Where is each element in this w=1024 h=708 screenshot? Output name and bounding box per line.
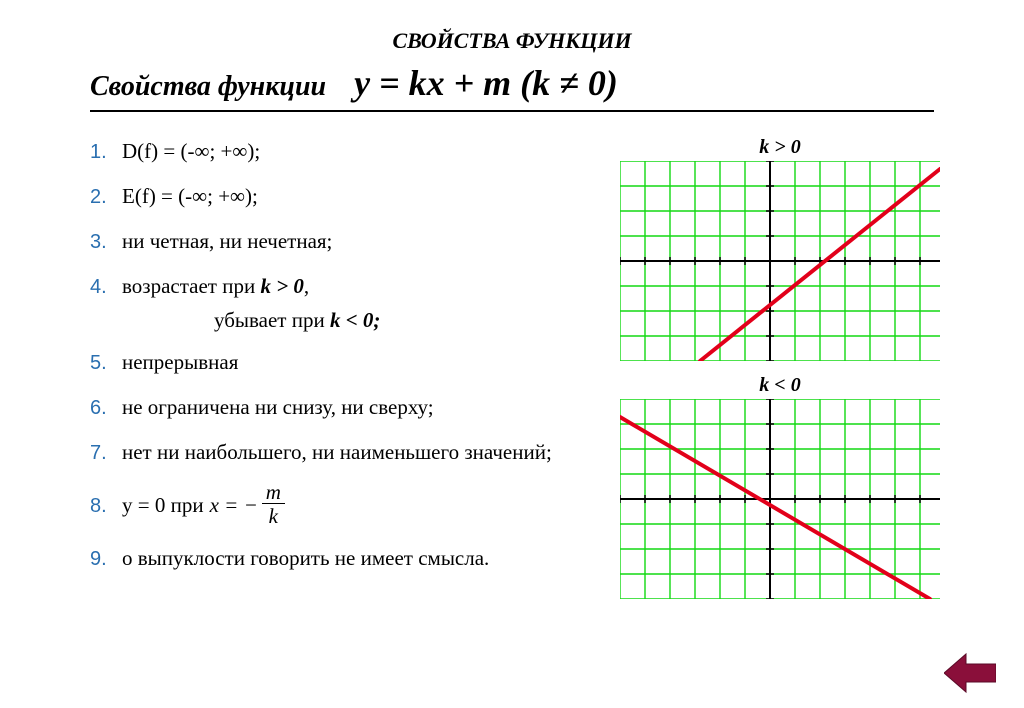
subtitle-row: Свойства функции y = kx + m (k ≠ 0) — [90, 62, 934, 112]
fraction-numerator: m — [262, 482, 285, 504]
chart-positive-k: k > 0 — [620, 136, 940, 361]
item-text: y = 0 при x = − m k — [122, 482, 285, 529]
item-number: 2. — [90, 183, 122, 212]
properties-column: 1. D(f) = (-∞; +∞); 2. E(f) = (-∞; +∞); … — [0, 136, 560, 588]
item-text: E(f) = (-∞; +∞); — [122, 181, 258, 211]
item-text-part: y = 0 при — [122, 490, 204, 520]
charts-column: k > 0 k < 0 — [560, 136, 1024, 588]
item-number: 4. — [90, 273, 122, 302]
list-item: 4. возрастает при k > 0, — [90, 271, 560, 302]
item-text-part: , — [304, 274, 309, 298]
item-text: не ограничена ни снизу, ни сверху; — [122, 392, 434, 422]
chart-negative-k: k < 0 — [620, 374, 940, 599]
item-text: непрерывная — [122, 347, 238, 377]
item-text-part: убывает при — [214, 308, 330, 332]
list-item: 7. нет ни наибольшего, ни наименьшего зн… — [90, 437, 560, 468]
item-number: 1. — [90, 138, 122, 167]
item-number: 5. — [90, 349, 122, 378]
properties-list: 1. D(f) = (-∞; +∞); 2. E(f) = (-∞; +∞); … — [90, 136, 560, 574]
item-number: 6. — [90, 394, 122, 423]
item-number: 7. — [90, 439, 122, 468]
item-number: 3. — [90, 228, 122, 257]
page-title: СВОЙСТВА ФУНКЦИИ — [0, 0, 1024, 54]
chart-svg — [620, 161, 940, 361]
content: 1. D(f) = (-∞; +∞); 2. E(f) = (-∞; +∞); … — [0, 136, 1024, 588]
chart-label: k < 0 — [620, 374, 940, 397]
list-item-subline: убывает при k < 0; — [214, 308, 560, 333]
list-item: 5. непрерывная — [90, 347, 560, 378]
item-number: 8. — [90, 492, 122, 521]
item-text: возрастает при k > 0, — [122, 271, 309, 301]
item-number: 9. — [90, 545, 122, 574]
item-text-part: возрастает при — [122, 274, 260, 298]
back-arrow-icon[interactable] — [944, 652, 996, 694]
condition: k < 0; — [330, 308, 380, 332]
chart-label: k > 0 — [620, 136, 940, 159]
item-text: ни четная, ни нечетная; — [122, 226, 332, 256]
item-text: D(f) = (-∞; +∞); — [122, 136, 260, 166]
list-item: 1. D(f) = (-∞; +∞); — [90, 136, 560, 167]
subtitle-formula: y = kx + m (k ≠ 0) — [354, 62, 618, 104]
item-text: нет ни наибольшего, ни наименьшего значе… — [122, 437, 552, 467]
fraction-prefix: x = − — [210, 490, 258, 520]
chart-svg — [620, 399, 940, 599]
list-item: 6. не ограничена ни снизу, ни сверху; — [90, 392, 560, 423]
condition: k > 0 — [260, 274, 303, 298]
fraction-denominator: k — [262, 504, 285, 529]
list-item: 2. E(f) = (-∞; +∞); — [90, 181, 560, 212]
fraction: m k — [262, 482, 285, 529]
list-item: 8. y = 0 при x = − m k — [90, 482, 560, 529]
list-item: 3. ни четная, ни нечетная; — [90, 226, 560, 257]
subtitle-label: Свойства функции — [90, 71, 354, 103]
list-item: 9. о выпуклости говорить не имеет смысла… — [90, 543, 560, 574]
item-text: о выпуклости говорить не имеет смысла. — [122, 543, 489, 573]
